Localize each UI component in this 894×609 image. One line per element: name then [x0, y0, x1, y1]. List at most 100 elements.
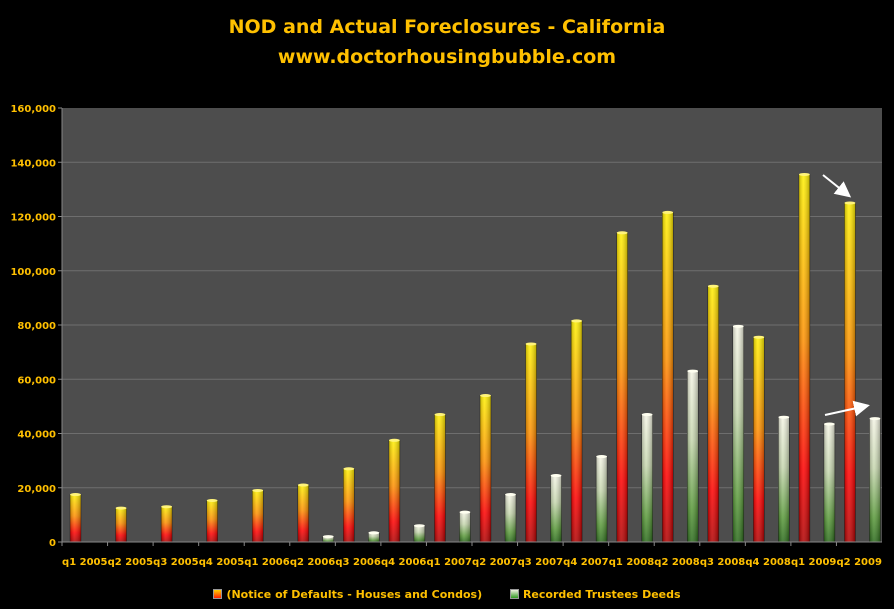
bar-nod-cap [434, 413, 446, 417]
bar-trustees-deeds-shading [322, 536, 334, 542]
bar-nod-cap [70, 493, 81, 497]
x-tick-label: q2 2008 [654, 557, 699, 568]
gridlines [62, 161, 882, 489]
bar-trustees-deeds-cap [459, 510, 471, 514]
bar-nod-cap [480, 394, 491, 398]
bar-nod-shading [480, 395, 491, 542]
bar-nod-cap [388, 438, 400, 442]
legend-item-deeds: Recorded Trustees Deeds [509, 588, 681, 601]
bar-trustees-deeds-shading [869, 418, 881, 542]
bar-trustees-deeds-cap [687, 369, 699, 373]
x-tick-label: q1 2009 [791, 557, 836, 568]
bar-nod-shading [70, 494, 81, 542]
x-tick-label: q3 2007 [518, 557, 563, 568]
x-tick-label: q4 2008 [745, 557, 790, 568]
bar-nod-cap [798, 172, 810, 176]
bar-nod-cap [161, 505, 173, 509]
bar-trustees-deeds-cap [550, 474, 562, 478]
y-tick-label: 20,000 [17, 484, 56, 495]
legend-swatch-deeds [509, 589, 519, 599]
bar-trustees-deeds-shading [641, 414, 653, 542]
x-axis: q1 2005 q2 2005 q3 2005 q4 2005 q1 2006 q2 20… [61, 541, 882, 568]
bar-nod-cap [707, 284, 719, 288]
bar-trustees-deeds-cap [823, 422, 835, 426]
y-axis: 0 20,000 40,000 60,000 80,000 100,000 120,000 1… [10, 104, 63, 549]
y-tick-label: 0 [49, 538, 56, 549]
bar-trustees-deeds-cap [778, 415, 790, 419]
bar-trustees-deeds-shading [459, 512, 471, 542]
bars [69, 172, 881, 543]
bar-trustees-deeds-cap [368, 531, 380, 535]
x-tick-label: q2 2007 [472, 557, 517, 568]
bar-nod-shading [662, 212, 674, 542]
bar-nod-cap [525, 342, 537, 346]
y-tick-label: 100,000 [10, 267, 56, 278]
bar-trustees-deeds-shading [368, 532, 380, 542]
bar-trustees-deeds-cap [732, 324, 744, 328]
bar-nod-cap [115, 506, 127, 510]
bar-nod-shading [571, 320, 583, 542]
x-tick-label: q2 2009 [837, 557, 882, 568]
bar-nod-cap [343, 467, 355, 471]
bar-trustees-deeds-shading [596, 456, 608, 542]
x-tick-label: q4 2006 [381, 557, 426, 568]
chart-title: NOD and Actual Foreclosures - California [228, 16, 666, 38]
legend-label-deeds: Recorded Trustees Deeds [522, 588, 681, 601]
bar-trustees-deeds-shading [823, 424, 835, 542]
bar-nod-shading [252, 490, 264, 542]
bar-trustees-deeds-cap [505, 493, 516, 497]
y-tick-label: 40,000 [17, 430, 56, 441]
bar-trustees-deeds-cap [641, 413, 653, 417]
bar-trustees-deeds-cap [869, 417, 881, 421]
chart-subtitle: www.doctorhousingbubble.com [277, 46, 617, 68]
x-tick-label: q4 2007 [563, 557, 608, 568]
bar-trustees-deeds-shading [550, 475, 562, 542]
bar-trustees-deeds-shading [413, 525, 425, 542]
y-tick-label: 80,000 [17, 321, 56, 332]
bar-nod-shading [297, 485, 309, 542]
bar-trustees-deeds-shading [505, 494, 516, 542]
bar-nod-shading [343, 468, 355, 542]
bar-trustees-deeds-cap [413, 524, 425, 528]
legend: (Notice of Defaults - Houses and Condos)… [0, 588, 894, 601]
bar-nod-cap [206, 498, 218, 502]
x-tick-label: q3 2008 [700, 557, 745, 568]
bar-nod-cap [753, 335, 765, 339]
bar-trustees-deeds-shading [778, 417, 790, 542]
legend-swatch-nod [213, 589, 223, 599]
bar-nod-shading [434, 414, 446, 542]
bar-nod-shading [753, 337, 765, 542]
bar-nod-shading [525, 343, 537, 542]
bar-nod-shading [616, 232, 628, 542]
x-tick-label: q3 2005 [153, 557, 198, 568]
y-tick-label: 160,000 [10, 104, 56, 115]
bar-nod-cap [297, 483, 309, 487]
bar-nod-cap [252, 488, 264, 492]
x-tick-label: q3 2006 [335, 557, 380, 568]
bar-nod-cap [844, 201, 856, 205]
legend-item-nod: (Notice of Defaults - Houses and Condos) [213, 588, 482, 601]
arrow-annotation-deeds [824, 400, 870, 417]
bar-trustees-deeds-cap [596, 455, 608, 459]
bar-nod-shading [707, 286, 719, 542]
x-tick-label: q2 2005 [108, 557, 153, 568]
x-tick-label: q1 2005 [62, 557, 107, 568]
bar-nod-shading [798, 174, 810, 543]
x-tick-label: q2 2006 [290, 557, 335, 568]
bar-trustees-deeds-cap [322, 535, 334, 539]
bar-nod-shading [161, 506, 173, 542]
y-tick-label: 60,000 [17, 375, 56, 386]
bar-nod-cap [616, 231, 628, 235]
bar-nod-shading [388, 440, 400, 542]
x-tick-label: q1 2008 [609, 557, 654, 568]
bar-nod-shading [115, 508, 127, 542]
x-tick-label: q4 2005 [199, 557, 244, 568]
bar-nod-cap [662, 210, 674, 214]
x-tick-label: q1 2007 [427, 557, 472, 568]
bar-nod-shading [844, 202, 856, 542]
arrow-annotation-nod [822, 174, 852, 198]
bar-trustees-deeds-shading [687, 371, 699, 542]
y-tick-label: 120,000 [10, 213, 56, 224]
legend-label-nod: (Notice of Defaults - Houses and Condos) [226, 588, 483, 601]
